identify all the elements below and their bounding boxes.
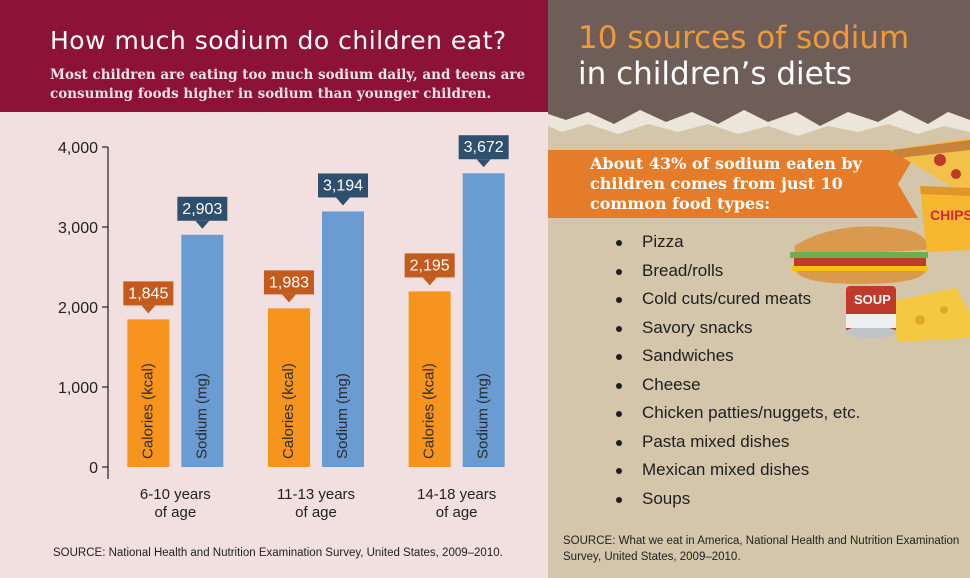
sodium-bar xyxy=(181,234,224,467)
source-label: Chicken patties/nuggets, etc. xyxy=(642,403,861,422)
pizza-icon xyxy=(890,138,970,198)
value-label-box xyxy=(177,196,228,221)
sodium-bar xyxy=(322,211,364,467)
left-panel: How much sodium do children eat? Most ch… xyxy=(0,0,548,559)
bullet-icon xyxy=(616,496,622,503)
value-label-box xyxy=(458,135,509,160)
value-label: 2,195 xyxy=(410,257,450,274)
bullet-icon xyxy=(616,382,622,389)
callout-banner xyxy=(548,150,918,218)
source-label: Cold cuts/cured meats xyxy=(642,289,812,308)
value-label-pointer xyxy=(476,159,491,168)
sodium-bar-chart: 0 1,000 2,000 3,000 4,000 Calories (kcal) Sod… xyxy=(58,135,509,521)
right-source-note: SOURCE: What we eat in America, National… xyxy=(563,535,960,563)
bullet-icon xyxy=(616,240,622,246)
y-tick-label: 3,000 xyxy=(58,220,98,237)
source-item: Cold cuts/cured meats xyxy=(616,289,860,318)
bar-series-label: Sodium (mg) xyxy=(334,373,351,459)
source-label: Pasta mixed dishes xyxy=(642,431,790,451)
y-tick-label: 4,000 xyxy=(58,140,98,157)
source-label: Bread/rolls xyxy=(642,260,724,280)
right-header-banner xyxy=(548,0,970,136)
source-label: Mexican mixed dishes xyxy=(642,460,810,479)
bullet-icon xyxy=(616,468,622,474)
soup-can-icon: SOUP xyxy=(846,286,896,338)
value-label-pointer xyxy=(141,305,156,314)
value-label: 1,983 xyxy=(269,274,309,291)
value-label-box xyxy=(404,253,455,278)
source-label: Savory snacks xyxy=(642,317,753,337)
source-item: Savory snacks xyxy=(616,318,860,347)
bullet-icon xyxy=(616,439,622,446)
bullet-icon xyxy=(616,411,622,417)
right-title-line2: in children’s diets xyxy=(578,56,853,92)
bar-series-label: Sodium (mg) xyxy=(193,373,210,459)
bar-series-label: Calories (kcal) xyxy=(421,363,438,459)
sandwich-icon xyxy=(790,226,928,284)
calories-bar xyxy=(268,308,310,467)
value-label-pointer xyxy=(195,220,210,229)
value-label: 1,845 xyxy=(128,285,168,302)
source-item: Cheese xyxy=(616,375,860,404)
source-label: Soups xyxy=(642,488,691,508)
right-title-line1: 10 sources of sodium xyxy=(578,20,910,56)
callout-text: About 43% of sodium eaten by children co… xyxy=(590,154,862,213)
source-item: Bread/rolls xyxy=(616,261,860,290)
bullet-icon xyxy=(616,354,622,360)
bullet-icon xyxy=(616,325,622,332)
category-label: 14-18 years xyxy=(417,486,496,503)
left-source-note: SOURCE: National Health and Nutrition Ex… xyxy=(53,547,503,559)
left-header: How much sodium do children eat? Most ch… xyxy=(0,0,548,112)
source-item: Chicken patties/nuggets, etc. xyxy=(616,403,860,432)
bar-series-label: Calories (kcal) xyxy=(139,363,156,459)
sodium-sources-list: Pizza Bread/rolls Cold cuts/cured meats Sav… xyxy=(616,232,860,517)
source-label: Cheese xyxy=(642,374,701,394)
chips-label: CHIPS xyxy=(930,207,970,223)
calories-bar xyxy=(127,319,170,467)
chips-bag-icon: CHIPS xyxy=(920,186,970,252)
bar-series-label: Sodium (mg) xyxy=(475,373,492,459)
category-label: of age xyxy=(436,504,478,521)
bullet-icon xyxy=(616,297,622,303)
value-label-box xyxy=(264,270,314,295)
value-label-pointer xyxy=(282,294,296,303)
value-label-box xyxy=(318,173,368,198)
food-illustration: CHIPS SOUP xyxy=(790,138,970,342)
value-label-pointer xyxy=(336,197,350,206)
value-label-pointer xyxy=(422,277,437,286)
value-label: 2,903 xyxy=(182,201,222,218)
category-label: of age xyxy=(295,504,337,521)
value-label-box xyxy=(123,281,174,306)
source-label: Pizza xyxy=(642,232,684,251)
category-label: 6-10 years xyxy=(140,486,211,503)
bullet-icon xyxy=(616,268,622,275)
source-label: Sandwiches xyxy=(642,346,734,365)
sodium-bar xyxy=(462,173,505,468)
right-panel: 10 sources of sodium in children’s diets… xyxy=(548,0,970,578)
source-item: Soups xyxy=(616,489,860,518)
bar-series-label: Calories (kcal) xyxy=(280,363,297,459)
left-title: How much sodium do children eat? xyxy=(50,26,507,55)
y-tick-label: 0 xyxy=(89,460,98,477)
source-item: Pasta mixed dishes xyxy=(616,432,860,461)
value-label: 3,194 xyxy=(323,177,363,194)
value-label: 3,672 xyxy=(464,139,504,156)
source-item: Sandwiches xyxy=(616,346,860,375)
category-label: 11-13 years xyxy=(277,486,355,503)
calories-bar xyxy=(408,291,451,467)
source-item: Pizza xyxy=(616,232,860,261)
soup-label: SOUP xyxy=(854,292,891,307)
category-label: of age xyxy=(154,504,196,521)
y-tick-label: 2,000 xyxy=(58,300,98,317)
source-item: Mexican mixed dishes xyxy=(616,460,860,489)
left-subtitle: Most children are eating too much sodium… xyxy=(50,67,526,102)
y-tick-label: 1,000 xyxy=(58,380,98,397)
cheese-icon xyxy=(888,288,970,342)
